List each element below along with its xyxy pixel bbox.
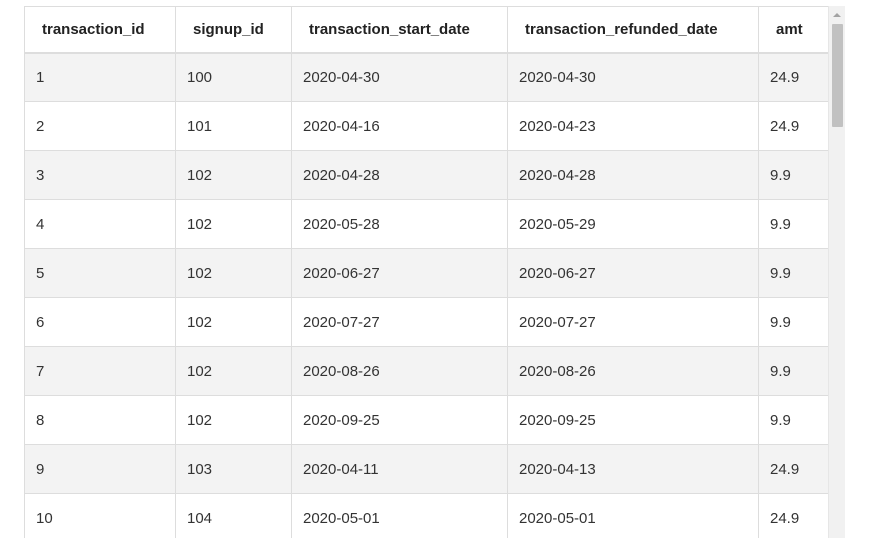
table-row: 9 103 2020-04-11 2020-04-13 24.9 <box>24 444 828 494</box>
cell-transaction-refunded-date: 2020-06-27 <box>507 248 759 298</box>
cell-transaction-start-date: 2020-04-16 <box>291 101 508 151</box>
cell-amt: 24.9 <box>758 101 828 151</box>
table-row: 5 102 2020-06-27 2020-06-27 9.9 <box>24 248 828 298</box>
scroll-up-button[interactable] <box>829 6 845 23</box>
table-body: 1 100 2020-04-30 2020-04-30 24.9 2 101 2020-04-… <box>24 52 828 538</box>
cell-transaction-refunded-date: 2020-05-01 <box>507 493 759 538</box>
vertical-scrollbar[interactable] <box>828 6 845 538</box>
scrollbar-thumb[interactable] <box>832 24 843 127</box>
cell-transaction-start-date: 2020-08-26 <box>291 346 508 396</box>
cell-transaction-refunded-date: 2020-08-26 <box>507 346 759 396</box>
cell-transaction-refunded-date: 2020-04-13 <box>507 444 759 494</box>
results-table-frame: transaction_id signup_id transaction_sta… <box>24 6 845 538</box>
cell-signup-id: 102 <box>175 297 292 347</box>
cell-signup-id: 102 <box>175 248 292 298</box>
table-row: 7 102 2020-08-26 2020-08-26 9.9 <box>24 346 828 396</box>
cell-amt: 24.9 <box>758 444 828 494</box>
chevron-up-icon <box>833 12 841 17</box>
cell-transaction-id: 3 <box>24 150 176 200</box>
cell-transaction-id: 5 <box>24 248 176 298</box>
cell-transaction-refunded-date: 2020-07-27 <box>507 297 759 347</box>
cell-transaction-start-date: 2020-09-25 <box>291 395 508 445</box>
cell-transaction-refunded-date: 2020-09-25 <box>507 395 759 445</box>
results-table: transaction_id signup_id transaction_sta… <box>24 6 828 538</box>
cell-transaction-id: 6 <box>24 297 176 347</box>
cell-signup-id: 101 <box>175 101 292 151</box>
table-row: 8 102 2020-09-25 2020-09-25 9.9 <box>24 395 828 445</box>
cell-signup-id: 103 <box>175 444 292 494</box>
cell-transaction-start-date: 2020-07-27 <box>291 297 508 347</box>
cell-amt: 24.9 <box>758 493 828 538</box>
column-header-transaction-id[interactable]: transaction_id <box>24 6 176 54</box>
cell-transaction-refunded-date: 2020-04-23 <box>507 101 759 151</box>
table-row: 3 102 2020-04-28 2020-04-28 9.9 <box>24 150 828 200</box>
cell-amt: 9.9 <box>758 150 828 200</box>
table-scroll-area[interactable]: transaction_id signup_id transaction_sta… <box>24 6 828 538</box>
header-row: transaction_id signup_id transaction_sta… <box>24 6 828 54</box>
table-row: 10 104 2020-05-01 2020-05-01 24.9 <box>24 493 828 538</box>
cell-transaction-id: 2 <box>24 101 176 151</box>
cell-transaction-refunded-date: 2020-04-30 <box>507 52 759 102</box>
cell-signup-id: 102 <box>175 150 292 200</box>
cell-amt: 9.9 <box>758 346 828 396</box>
cell-transaction-id: 7 <box>24 346 176 396</box>
cell-signup-id: 100 <box>175 52 292 102</box>
column-header-amt[interactable]: amt <box>758 6 828 54</box>
table-row: 2 101 2020-04-16 2020-04-23 24.9 <box>24 101 828 151</box>
cell-transaction-id: 8 <box>24 395 176 445</box>
cell-transaction-refunded-date: 2020-04-28 <box>507 150 759 200</box>
column-header-transaction-start-date[interactable]: transaction_start_date <box>291 6 508 54</box>
cell-transaction-start-date: 2020-05-01 <box>291 493 508 538</box>
cell-transaction-refunded-date: 2020-05-29 <box>507 199 759 249</box>
cell-amt: 9.9 <box>758 248 828 298</box>
cell-signup-id: 102 <box>175 346 292 396</box>
cell-amt: 24.9 <box>758 52 828 102</box>
table-header: transaction_id signup_id transaction_sta… <box>24 6 828 54</box>
cell-amt: 9.9 <box>758 297 828 347</box>
cell-transaction-id: 9 <box>24 444 176 494</box>
cell-signup-id: 102 <box>175 199 292 249</box>
table-row: 6 102 2020-07-27 2020-07-27 9.9 <box>24 297 828 347</box>
cell-transaction-id: 10 <box>24 493 176 538</box>
column-header-signup-id[interactable]: signup_id <box>175 6 292 54</box>
table-row: 4 102 2020-05-28 2020-05-29 9.9 <box>24 199 828 249</box>
cell-transaction-start-date: 2020-04-11 <box>291 444 508 494</box>
table-row: 1 100 2020-04-30 2020-04-30 24.9 <box>24 52 828 102</box>
cell-signup-id: 104 <box>175 493 292 538</box>
cell-transaction-start-date: 2020-06-27 <box>291 248 508 298</box>
cell-transaction-id: 4 <box>24 199 176 249</box>
cell-amt: 9.9 <box>758 199 828 249</box>
cell-signup-id: 102 <box>175 395 292 445</box>
cell-transaction-start-date: 2020-05-28 <box>291 199 508 249</box>
cell-transaction-start-date: 2020-04-30 <box>291 52 508 102</box>
column-header-transaction-refunded-date[interactable]: transaction_refunded_date <box>507 6 759 54</box>
cell-amt: 9.9 <box>758 395 828 445</box>
cell-transaction-id: 1 <box>24 52 176 102</box>
cell-transaction-start-date: 2020-04-28 <box>291 150 508 200</box>
